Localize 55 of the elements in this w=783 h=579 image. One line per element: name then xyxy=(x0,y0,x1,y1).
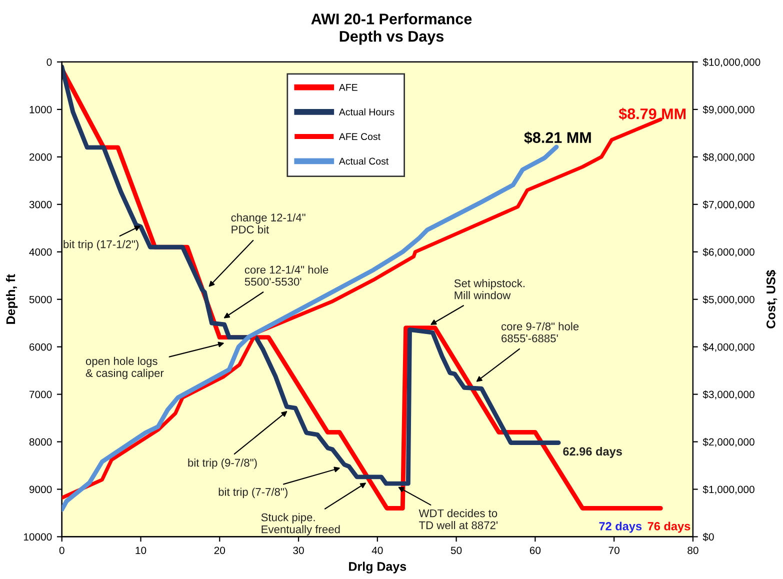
x-tick-label: 20 xyxy=(214,546,226,554)
y2-axis-title: Cost, US$ xyxy=(766,270,778,328)
y2-tick-label: $10,000,000 xyxy=(702,58,760,68)
legend-label: Actual Hours xyxy=(338,108,394,116)
x-tick-label: 50 xyxy=(450,546,462,554)
annotation: open hole logs & casing caliper xyxy=(86,356,164,380)
y2-tick-label: $1,000,000 xyxy=(702,485,754,494)
chart-title: AWI 20-1 Performance xyxy=(311,13,472,24)
legend-label: AFE xyxy=(338,84,358,91)
annotation: Set whipstock. Mill window xyxy=(454,279,524,300)
y2-tick-label: $9,000,000 xyxy=(702,105,754,115)
y-tick-label: 6000 xyxy=(29,343,52,351)
y-tick-label: 4000 xyxy=(29,248,52,256)
annotation: Stuck pipe. Eventually freed xyxy=(261,513,340,536)
y2-tick-label: $7,000,000 xyxy=(702,200,754,210)
chart-subtitle: Depth vs Days xyxy=(340,30,444,45)
y-tick-label: 7000 xyxy=(30,390,52,398)
x-tick-label: 80 xyxy=(688,546,698,554)
y2-tick-label: $6,000,000 xyxy=(702,248,754,257)
y2-tick-label: $2,000,000 xyxy=(702,438,754,447)
y-tick-label: 9000 xyxy=(29,486,52,494)
annotation: core 9-7/8" hole 6855'-6885' xyxy=(501,322,579,342)
annotation: 72 days xyxy=(599,522,642,533)
y-tick-label: 5000 xyxy=(29,296,52,304)
annotation: core 12-1/4" hole 5500'-5530' xyxy=(244,266,328,286)
y-tick-label: 3000 xyxy=(29,200,52,208)
x-tick-label: 40 xyxy=(372,546,383,554)
x-tick-label: 0 xyxy=(59,546,64,554)
annotation: $8.21 MM xyxy=(524,131,591,144)
y-axis-title: Depth, ft xyxy=(6,274,18,324)
annotation: 62.96 days xyxy=(563,446,622,458)
x-tick-label: 30 xyxy=(293,546,304,554)
annotation: $8.79 MM xyxy=(618,108,686,120)
y-tick-label: 2000 xyxy=(29,153,52,161)
annotation: bit trip (7-7/8") xyxy=(218,488,288,498)
annotation: change 12-1/4" PDC bit xyxy=(231,213,306,234)
legend-label: AFE Cost xyxy=(338,133,380,140)
y2-tick-label: $0 xyxy=(702,532,714,542)
y-tick-label: 10000 xyxy=(24,533,52,541)
y-tick-label: 0 xyxy=(46,58,52,66)
x-tick-label: 70 xyxy=(608,546,620,554)
y2-tick-label: $5,000,000 xyxy=(702,295,754,304)
y2-tick-label: $4,000,000 xyxy=(702,342,754,352)
annotation: bit trip (9-7/8") xyxy=(188,458,257,469)
x-tick-label: 60 xyxy=(530,546,541,554)
annotation: WDT decides to TD well at 8872' xyxy=(418,509,498,530)
y-tick-label: 1000 xyxy=(30,106,52,114)
y2-tick-label: $3,000,000 xyxy=(702,390,754,400)
y-tick-label: 8000 xyxy=(29,438,52,446)
legend-label: Actual Cost xyxy=(338,158,389,165)
x-tick-label: 10 xyxy=(136,546,146,554)
annotation: bit trip (17-1/2") xyxy=(64,240,138,250)
y2-tick-label: $8,000,000 xyxy=(702,152,754,162)
annotation: 76 days xyxy=(648,522,690,533)
x-axis-title: Drlg Days xyxy=(349,562,406,574)
